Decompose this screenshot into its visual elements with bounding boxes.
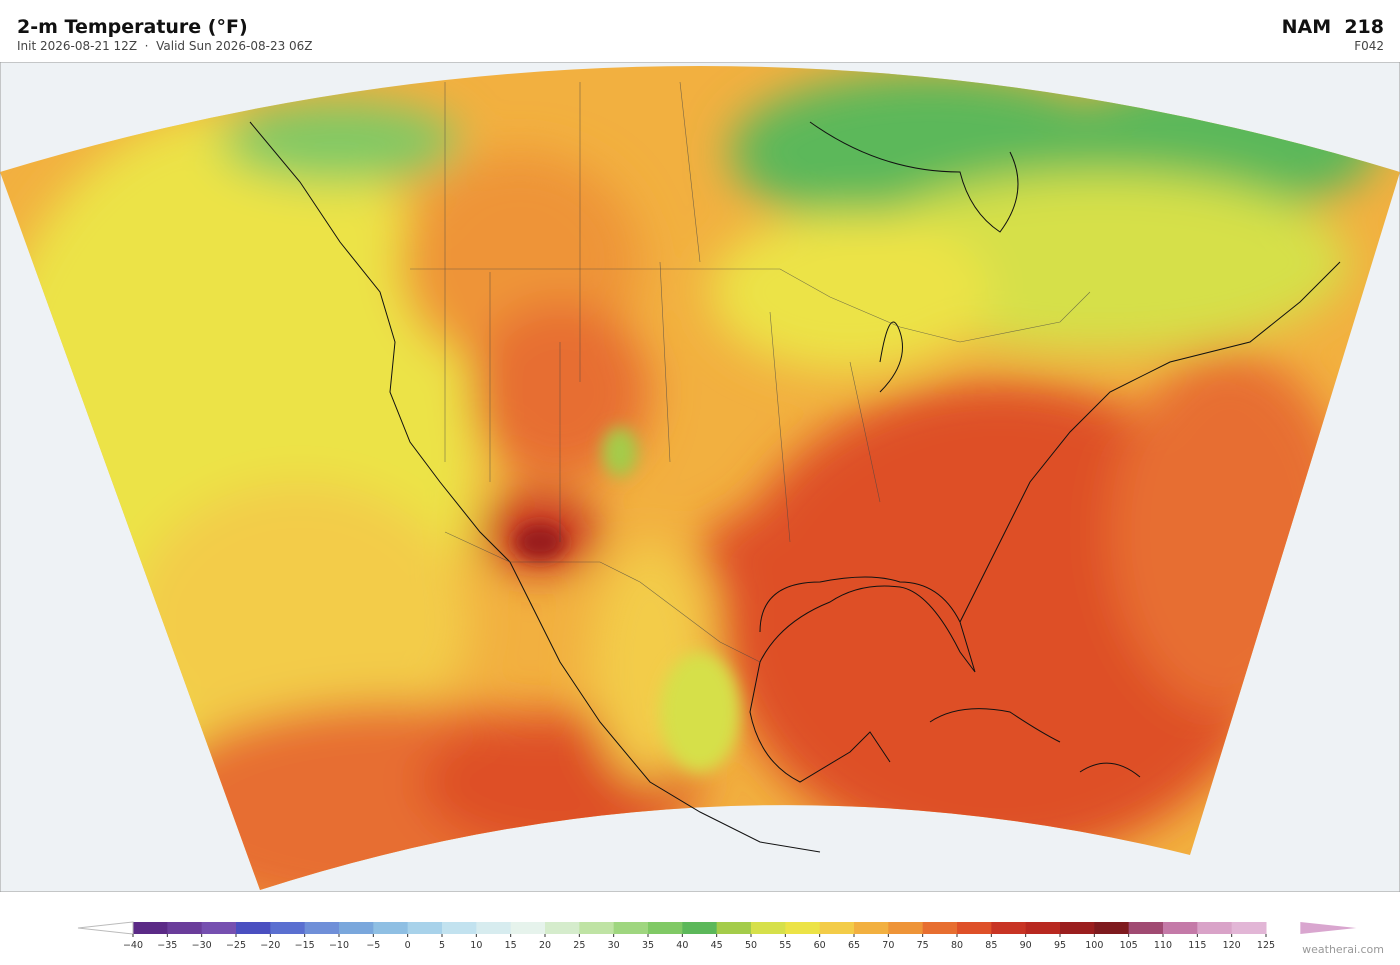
colorbar-segment bbox=[167, 922, 203, 934]
colorbar-segment bbox=[442, 922, 477, 934]
colorbar-segment bbox=[613, 922, 649, 934]
credit: weatherai.com bbox=[1302, 943, 1384, 956]
colorbar-tick-label: 50 bbox=[745, 940, 757, 951]
colorbar-segment bbox=[1231, 922, 1267, 934]
colorbar-segment bbox=[236, 922, 271, 934]
colorbar-segment bbox=[785, 922, 821, 934]
colorbar-tick-label: 75 bbox=[917, 940, 929, 951]
colorbar-segment bbox=[819, 922, 855, 934]
colorbar-segment bbox=[476, 922, 512, 934]
colorbar-tick-label: 0 bbox=[405, 940, 411, 951]
colorbar-tick-label: 85 bbox=[985, 940, 997, 951]
colorbar-tick-label: 25 bbox=[573, 940, 585, 951]
colorbar-tick-label: −40 bbox=[123, 940, 143, 951]
model: NAM 218 bbox=[1281, 16, 1384, 38]
colorbar-segment bbox=[133, 922, 168, 934]
colorbar-segment bbox=[922, 922, 958, 934]
colorbar-tick-label: −35 bbox=[157, 940, 177, 951]
colorbar-tick-label: −20 bbox=[260, 940, 280, 951]
colorbar-tick-label: −10 bbox=[329, 940, 349, 951]
borders bbox=[410, 81, 1091, 663]
colorbar-segment bbox=[1094, 922, 1130, 934]
colorbar-tick-label: 15 bbox=[505, 940, 517, 951]
colorbar-segment bbox=[373, 922, 409, 934]
colorbar-tick-label: 55 bbox=[779, 940, 791, 951]
title: 2-m Temperature (°F) bbox=[17, 16, 248, 38]
colorbar-segment bbox=[545, 922, 580, 934]
colorbar-tick-label: 80 bbox=[951, 940, 963, 951]
colorbar-tick-label: 70 bbox=[882, 940, 894, 951]
coastlines bbox=[249, 121, 1341, 853]
colorbar-tick-label: 5 bbox=[439, 940, 445, 951]
colorbar-tick-label: −5 bbox=[366, 940, 380, 951]
colorbar-tick-label: −25 bbox=[226, 940, 246, 951]
colorbar-segment bbox=[991, 922, 1027, 934]
colorbar-segment bbox=[579, 922, 615, 934]
colorbar-segment bbox=[716, 922, 752, 934]
colorbar-tick-label: 65 bbox=[848, 940, 860, 951]
colorbar-segment bbox=[957, 922, 992, 934]
colorbar-tick-label: 120 bbox=[1223, 940, 1241, 951]
colorbar-tick-label: 60 bbox=[814, 940, 826, 951]
colorbar-segment bbox=[682, 922, 718, 934]
forecast-hour: F042 bbox=[1354, 39, 1384, 53]
colorbar-segment bbox=[1197, 922, 1233, 934]
subtitle: Init 2026-08-21 12Z · Valid Sun 2026-08-… bbox=[17, 39, 313, 53]
colorbar-segment bbox=[407, 922, 443, 934]
colorbar-segment bbox=[1128, 922, 1164, 934]
colorbar-segment bbox=[1025, 922, 1061, 934]
colorbar-tick-label: −15 bbox=[295, 940, 315, 951]
colorbar-segment bbox=[1163, 922, 1198, 934]
colorbar-tick-label: 115 bbox=[1188, 940, 1206, 951]
colorbar-segment bbox=[339, 922, 374, 934]
colorbar-segment bbox=[270, 922, 306, 934]
colorbar-segment bbox=[510, 922, 546, 934]
colorbar-under bbox=[77, 921, 134, 935]
colorbar-tick-label: 30 bbox=[608, 940, 620, 951]
colorbar-tick-label: 35 bbox=[642, 940, 654, 951]
colorbar-tick-label: 45 bbox=[711, 940, 723, 951]
colorbar-tick-label: 40 bbox=[676, 940, 688, 951]
colorbar-over bbox=[1300, 922, 1357, 934]
colorbar: −40 −35 −30 −25 −20 −15 −10 −5 0 5 10 15 20 25 30 35 40 4… bbox=[77, 921, 1357, 951]
colorbar-tick-label: 105 bbox=[1120, 940, 1138, 951]
colorbar-tick-label: 110 bbox=[1154, 940, 1172, 951]
colorbar-segment bbox=[201, 922, 237, 934]
colorbar-tick-label: 20 bbox=[539, 940, 551, 951]
colorbar-tick-label: 100 bbox=[1085, 940, 1103, 951]
colorbar-segment bbox=[888, 922, 924, 934]
colorbar-segment bbox=[304, 922, 340, 934]
colorbar-tick-label: 10 bbox=[470, 940, 482, 951]
map bbox=[0, 62, 1400, 892]
colorbar-tick-label: 125 bbox=[1257, 940, 1275, 951]
colorbar-tick-label: 90 bbox=[1020, 940, 1032, 951]
colorbar-segment bbox=[854, 922, 889, 934]
colorbar-segment bbox=[751, 922, 786, 934]
colorbar-segment bbox=[1060, 922, 1095, 934]
colorbar-tick-label: −30 bbox=[192, 940, 212, 951]
colorbar-tick-label: 95 bbox=[1054, 940, 1066, 951]
colorbar-segment bbox=[648, 922, 683, 934]
